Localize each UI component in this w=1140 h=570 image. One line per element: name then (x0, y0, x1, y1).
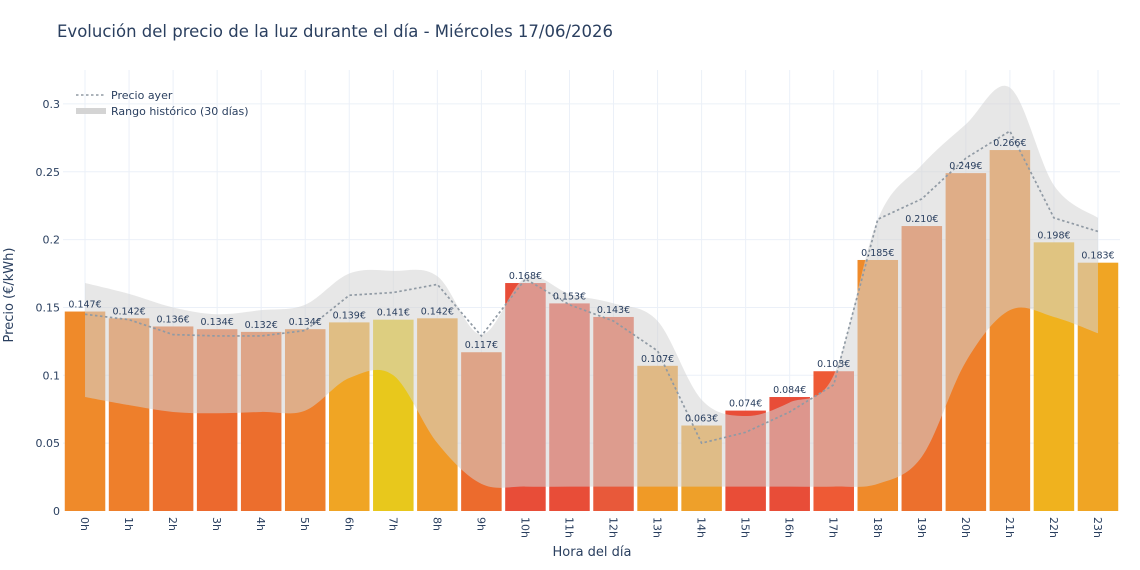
y-tick-label: 0.15 (36, 301, 61, 314)
x-tick-label: 4h (254, 517, 267, 531)
bar-value-label: 0.153€ (553, 291, 586, 302)
legend-item-yesterday: Precio ayer (111, 89, 173, 102)
y-tick-label: 0 (53, 505, 60, 518)
x-tick-label: 10h (518, 517, 531, 538)
bar-value-label: 0.185€ (861, 248, 894, 259)
x-axis-title: Hora del día (553, 545, 632, 560)
x-tick-label: 6h (342, 517, 355, 531)
bar-value-label: 0.147€ (68, 300, 101, 311)
x-tick-label: 0h (78, 517, 91, 531)
bar-value-label: 0.107€ (641, 354, 674, 365)
legend: Precio ayer Rango histórico (30 días) (76, 89, 249, 118)
y-tick-label: 0.25 (36, 166, 61, 179)
x-tick-label: 13h (651, 517, 664, 538)
y-tick-label: 0.3 (43, 98, 61, 111)
legend-item-historical-range: Rango histórico (30 días) (111, 105, 249, 118)
y-axis-ticks: 0 0.05 0.1 0.15 0.2 0.25 0.3 (36, 98, 61, 518)
x-tick-label: 12h (607, 517, 620, 538)
x-tick-label: 17h (827, 517, 840, 538)
x-tick-label: 16h (783, 517, 796, 538)
x-tick-label: 5h (298, 517, 311, 531)
yesterday-price-line (84, 129, 1099, 445)
x-tick-label: 14h (695, 517, 708, 538)
y-axis-title: Precio (€/kWh) (2, 248, 17, 343)
bar-value-label: 0.136€ (156, 314, 189, 325)
bar-value-label: 0.132€ (245, 320, 278, 331)
historical-range-area (85, 85, 1098, 488)
bar-value-labels: 0.147€ 0.142€ 0.136€ 0.134€ 0.132€ 0.134€ 0.13… (68, 138, 1114, 424)
x-tick-label: 9h (474, 517, 487, 531)
historical-range-band (85, 85, 1098, 488)
bar-value-label: 0.198€ (1037, 230, 1070, 241)
y-tick-label: 0.2 (43, 234, 61, 247)
x-tick-label: 3h (210, 517, 223, 531)
y-tick-label: 0.1 (43, 369, 61, 382)
x-tick-label: 18h (871, 517, 884, 538)
x-tick-label: 8h (430, 517, 443, 531)
bar-value-label: 0.084€ (773, 385, 806, 396)
bar-value-label: 0.183€ (1081, 251, 1114, 262)
x-tick-label: 7h (386, 517, 399, 531)
bar-value-label: 0.266€ (993, 138, 1026, 149)
legend-band-swatch (76, 108, 106, 114)
x-tick-label: 21h (1003, 517, 1016, 538)
y-tick-label: 0.05 (36, 437, 61, 450)
chart-title: Evolución del precio de la luz durante e… (57, 22, 613, 41)
x-tick-label: 22h (1047, 517, 1060, 538)
x-tick-label: 23h (1091, 517, 1104, 538)
bar-value-label: 0.117€ (465, 340, 498, 351)
bar-value-label: 0.210€ (905, 214, 938, 225)
bar-value-label: 0.134€ (289, 317, 322, 328)
bar-value-label: 0.074€ (729, 399, 762, 410)
x-tick-label: 2h (166, 517, 179, 531)
x-tick-label: 1h (122, 517, 135, 531)
bar-value-label: 0.139€ (333, 310, 366, 321)
bar-value-label: 0.168€ (509, 271, 542, 282)
bar-value-label: 0.141€ (377, 308, 410, 319)
bar-value-label: 0.142€ (421, 306, 454, 317)
bar-value-label: 0.143€ (597, 305, 630, 316)
bar-value-label: 0.142€ (112, 306, 145, 317)
x-axis-ticks: 0h 1h 2h 3h 4h 5h 6h 7h 8h 9h 10h 11h 12h 13h 14h 15h 16… (78, 517, 1104, 538)
yesterday-price-polyline (84, 129, 1099, 445)
x-tick-label: 20h (959, 517, 972, 538)
bar-value-label: 0.103€ (817, 359, 850, 370)
x-tick-label: 19h (915, 517, 928, 538)
bar-value-label: 0.134€ (201, 317, 234, 328)
x-tick-label: 11h (562, 517, 575, 538)
bar-value-label: 0.063€ (685, 414, 718, 425)
bar-value-label: 0.249€ (949, 161, 982, 172)
x-tick-label: 15h (739, 517, 752, 538)
